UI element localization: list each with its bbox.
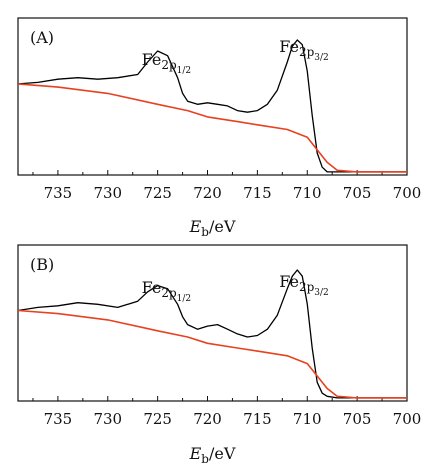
x-axis-label: Eb/eV	[189, 444, 236, 466]
plot-frame	[17, 17, 408, 176]
panel-1: 735 730 725 720 715 710 705 700 (B) Fe2p1/2 Fe2p3/…	[17, 244, 422, 466]
spectrum-line	[17, 269, 407, 399]
x-tick-label: 715	[243, 410, 272, 428]
x-tick-label: 730	[93, 184, 122, 202]
panel-0: 735 730 725 720 715 710 705 700 (A) Fe2p1/2 Fe2p3/…	[17, 17, 422, 239]
x-tick-label: 705	[343, 410, 372, 428]
x-tick-label: 715	[243, 184, 272, 202]
x-tick-label: 735	[44, 184, 73, 202]
plot-frame	[17, 244, 408, 402]
x-tick-label: 720	[193, 410, 222, 428]
x-tick-label: 700	[393, 184, 422, 202]
x-tick-label: 700	[393, 410, 422, 428]
peak-annotation: Fe2p1/2	[142, 278, 192, 304]
peak-annotation: Fe2p3/2	[279, 272, 329, 298]
x-tick-label: 735	[44, 410, 73, 428]
x-tick-label: 710	[293, 184, 322, 202]
x-tick-label: 720	[193, 184, 222, 202]
x-tick-label: 730	[93, 410, 122, 428]
spectrum-line	[17, 39, 407, 173]
x-tick-label: 725	[143, 184, 172, 202]
panel-label: (A)	[30, 28, 54, 47]
x-tick-label: 725	[143, 410, 172, 428]
x-tick-label: 705	[343, 184, 372, 202]
x-axis-label: Eb/eV	[189, 217, 236, 239]
background-line	[17, 309, 407, 399]
peak-annotation: Fe2p1/2	[142, 50, 192, 76]
peak-annotation: Fe2p3/2	[279, 37, 329, 63]
panel-label: (B)	[30, 255, 54, 274]
background-line	[17, 83, 407, 173]
x-tick-label: 710	[293, 410, 322, 428]
